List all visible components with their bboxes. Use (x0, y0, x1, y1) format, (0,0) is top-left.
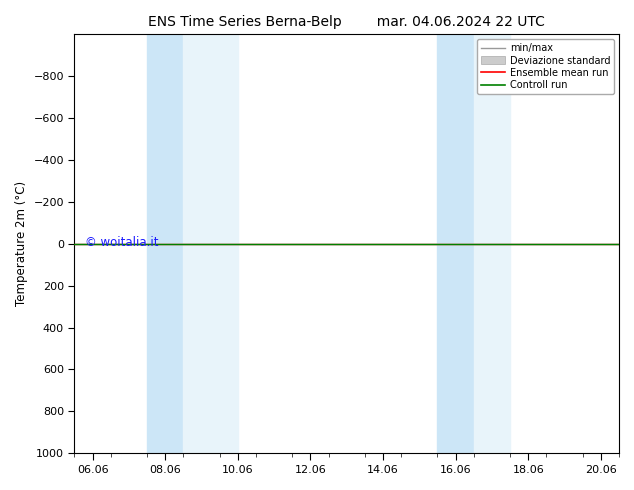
Legend: min/max, Deviazione standard, Ensemble mean run, Controll run: min/max, Deviazione standard, Ensemble m… (477, 39, 614, 94)
Text: © woitalia.it: © woitalia.it (86, 237, 159, 249)
Bar (147, 34, 183, 453)
Y-axis label: Temperature 2m (°C): Temperature 2m (°C) (15, 181, 28, 306)
Bar (437, 34, 474, 453)
Bar (183, 34, 238, 453)
Title: ENS Time Series Berna-Belp        mar. 04.06.2024 22 UTC: ENS Time Series Berna-Belp mar. 04.06.20… (148, 15, 545, 29)
Bar (474, 34, 510, 453)
